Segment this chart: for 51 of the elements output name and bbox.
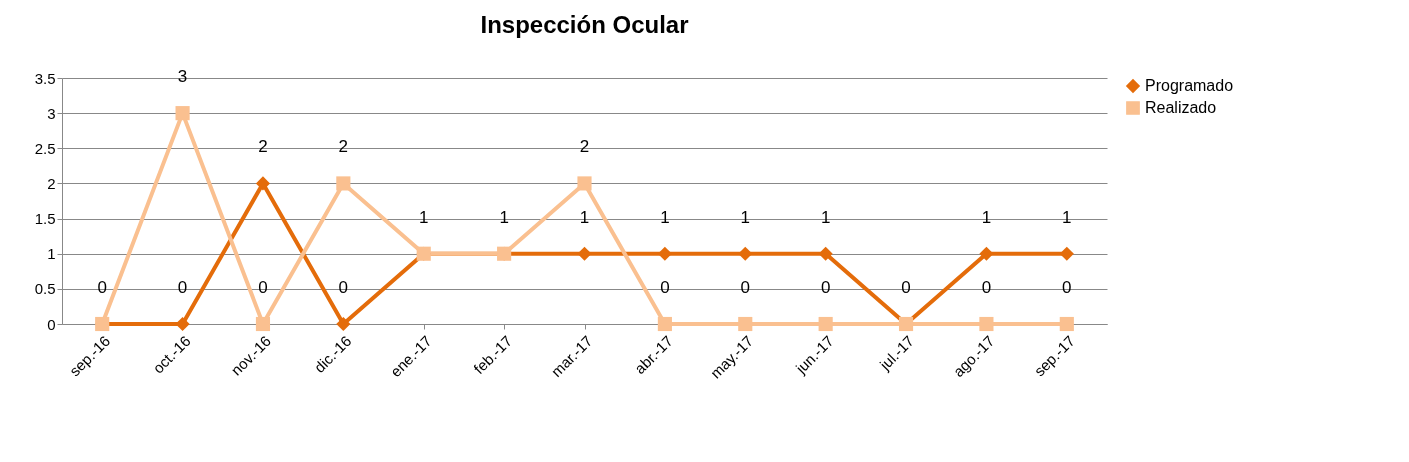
y-tick-label: 0.5 <box>34 280 56 298</box>
point <box>738 316 753 332</box>
data-label: 0 <box>258 278 268 297</box>
data-label: 1 <box>660 207 670 227</box>
data-label: 0 <box>820 278 831 297</box>
y-tick-label: 1 <box>47 245 56 263</box>
point <box>255 316 271 332</box>
data-label: 2 <box>338 137 349 157</box>
data-label: 1 <box>820 207 831 227</box>
data-label: 1 <box>419 207 429 227</box>
y-tick-label: 0 <box>47 315 56 333</box>
data-label: 2 <box>579 137 590 157</box>
point <box>577 246 592 261</box>
y-tick-label: 1.5 <box>34 210 56 228</box>
point <box>818 246 833 261</box>
y-tick-label: 2.5 <box>34 139 56 157</box>
data-label: 0 <box>901 278 911 297</box>
point <box>738 246 753 261</box>
data-label: 1 <box>579 207 590 227</box>
data-label: 0 <box>660 278 670 297</box>
data-label: 0 <box>981 278 992 297</box>
data-label: 1 <box>499 207 509 227</box>
y-tick-label: 3 <box>47 104 56 122</box>
legend-label: Programado <box>1145 77 1234 94</box>
data-label: 2 <box>258 137 268 157</box>
point <box>255 176 271 191</box>
data-label: 1 <box>981 207 992 227</box>
data-label: 0 <box>1062 278 1072 297</box>
chart-title: Inspección Ocular <box>480 11 689 39</box>
point <box>175 106 190 121</box>
point <box>657 246 672 261</box>
point <box>818 316 833 332</box>
point <box>657 316 672 332</box>
point <box>336 176 351 191</box>
data-label: 0 <box>97 278 107 297</box>
data-label: 1 <box>1062 207 1072 227</box>
point <box>979 316 994 332</box>
point <box>1059 316 1074 332</box>
data-label: 1 <box>740 207 750 227</box>
point <box>979 246 994 261</box>
data-label: 0 <box>740 278 750 297</box>
point <box>577 176 592 191</box>
data-label: 0 <box>338 278 349 297</box>
data-label: 0 <box>177 278 188 297</box>
y-tick-label: 3.5 <box>34 69 56 87</box>
data-label: 3 <box>177 67 188 87</box>
point <box>1059 246 1074 261</box>
point <box>175 316 190 332</box>
y-tick-label: 2 <box>47 174 56 192</box>
legend-label: Realizado <box>1145 99 1217 116</box>
point <box>336 316 351 332</box>
